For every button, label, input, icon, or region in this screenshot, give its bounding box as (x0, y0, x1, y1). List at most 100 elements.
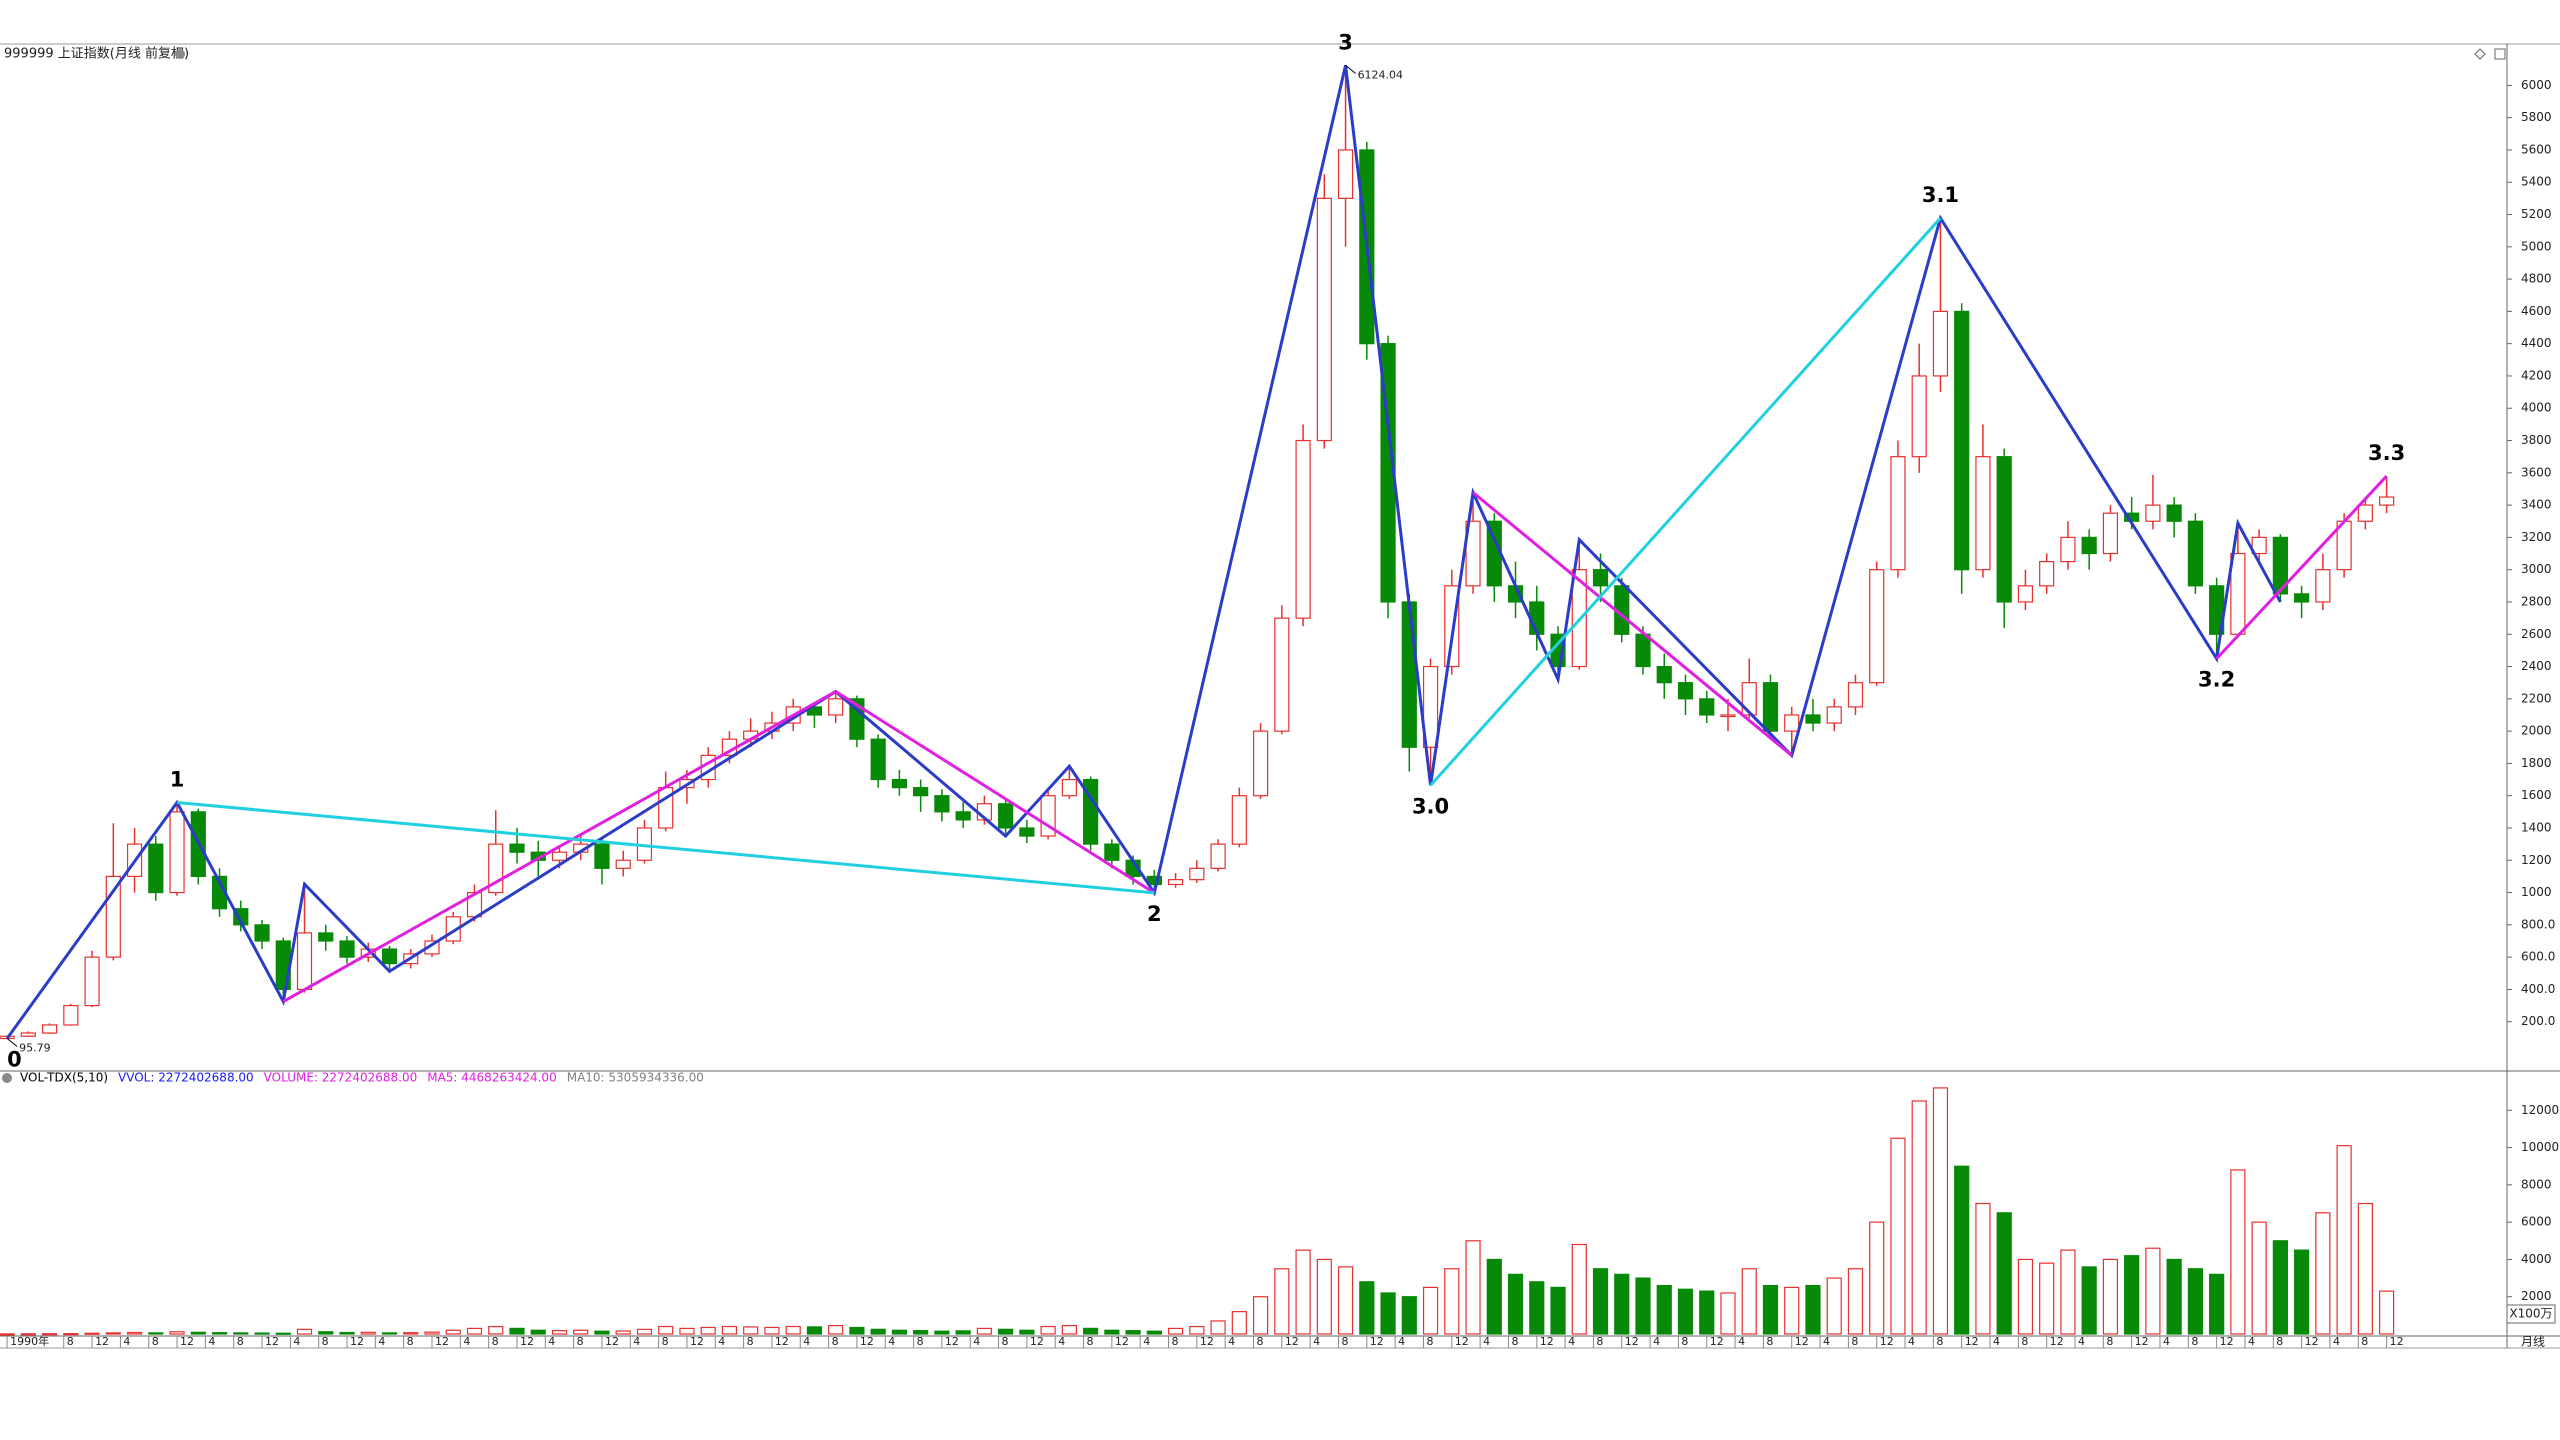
volume-bar (955, 1330, 971, 1335)
close-icon[interactable] (2494, 48, 2506, 60)
volume-bar (2081, 1266, 2097, 1335)
y-tick-label: 5600 (2521, 142, 2552, 156)
volume-bar (275, 1332, 291, 1335)
x-tick-label: 8 (2106, 1335, 2113, 1348)
y-tick-label: 4200 (2521, 368, 2552, 382)
candle-body (2357, 504, 2373, 522)
x-tick-label: 12 (1030, 1335, 1044, 1348)
y-tick-label: 2000 (2521, 1289, 2552, 1303)
x-tick-label: 8 (2191, 1335, 2198, 1348)
volume-bar (1507, 1273, 1524, 1335)
candle-body (934, 795, 950, 813)
candle-body (891, 778, 908, 789)
y-tick-label: 4400 (2521, 336, 2552, 350)
x-tick-label: 4 (378, 1335, 385, 1348)
x-tick-label: 12 (2135, 1335, 2149, 1348)
candle-body (1316, 197, 1332, 442)
candle-body (828, 698, 844, 716)
x-tick-label: 12 (2050, 1335, 2064, 1348)
volume-settings-icon[interactable] (2, 1073, 12, 1083)
x-tick-label: 4 (718, 1335, 725, 1348)
diamond-icon[interactable] (2474, 48, 2486, 60)
volume-bar (2315, 1212, 2331, 1335)
volume-bar (2060, 1249, 2076, 1335)
volume-bar (743, 1326, 759, 1335)
candle-body (1932, 310, 1949, 377)
wave-label: 3.2 (2198, 668, 2235, 692)
x-tick-label: 12 (605, 1335, 619, 1348)
volume-bar (1741, 1268, 1757, 1335)
volume-bar (828, 1325, 844, 1335)
candle-body (1677, 682, 1694, 700)
x-tick-label: 12 (435, 1335, 449, 1348)
x-tick-label: 12 (1795, 1335, 1809, 1348)
y-tick-label: 3600 (2521, 465, 2552, 479)
volume-bar (1210, 1320, 1226, 1335)
settings-icon[interactable] (175, 49, 185, 59)
x-tick-label: 12 (1965, 1335, 1979, 1348)
candle-body (381, 948, 398, 965)
volume-bar (1274, 1268, 1290, 1335)
x-tick-label: 12 (1880, 1335, 1894, 1348)
wave-label: 3 (1338, 30, 1353, 54)
x-tick-label: 4 (1823, 1335, 1830, 1348)
volume-bar (84, 1332, 100, 1335)
y-tick-label: 3800 (2521, 433, 2552, 447)
annotation: 95.79 (19, 1042, 51, 1055)
x-tick-label: 12 (1285, 1335, 1299, 1348)
volume-bar (1911, 1100, 1927, 1335)
y-tick-label: 3200 (2521, 530, 2552, 544)
volume-bar (126, 1331, 143, 1335)
x-tick-label: 12 (690, 1335, 704, 1348)
x-tick-label: 8 (1087, 1335, 1094, 1348)
volume-bar (891, 1329, 908, 1335)
x-tick-label: 4 (2333, 1335, 2340, 1348)
y-tick-label: 3000 (2521, 562, 2552, 576)
x-tick-label: 12 (1455, 1335, 1469, 1348)
volume-bar (1422, 1286, 1439, 1335)
volume-header: MA10: 5305934336.00 (567, 1071, 704, 1085)
volume-bar (1146, 1330, 1162, 1335)
x-tick-label: 4 (548, 1335, 555, 1348)
volume-bar (63, 1333, 79, 1336)
volume-bar (0, 1333, 15, 1336)
volume-bar (1083, 1327, 1099, 1335)
volume-bar (2039, 1262, 2055, 1335)
x-tick-label: 12 (180, 1335, 194, 1348)
x-tick-label: 12 (1115, 1335, 1129, 1348)
y-tick-label: 1000 (2521, 885, 2552, 899)
wave-line (1429, 217, 1942, 787)
volume-bar (339, 1331, 355, 1335)
volume-bar (1826, 1277, 1842, 1335)
y-tick-label: 1800 (2521, 756, 2552, 770)
y-tick-label: 4600 (2521, 304, 2552, 318)
volume-bar (1571, 1243, 1587, 1335)
candle-body (148, 843, 164, 894)
x-tick-label: 8 (1681, 1335, 1688, 1348)
candle-body (1975, 456, 1991, 571)
volume-header: VOLUME: 2272402688.00 (264, 1071, 418, 1085)
wave-line (2215, 475, 2388, 660)
x-tick-label: 4 (293, 1335, 300, 1348)
x-tick-label: 4 (1143, 1335, 1150, 1348)
x-tick-label: 4 (1058, 1335, 1065, 1348)
y-tick-label: 12000 (2521, 1103, 2559, 1117)
y-tick-label: 6000 (2521, 1215, 2552, 1229)
y-tick-label: 1600 (2521, 788, 2552, 802)
x-tick-label: 4 (1908, 1335, 1915, 1348)
volume-bar (615, 1330, 631, 1335)
wave-label: 1 (170, 767, 185, 791)
wave-label: 0 (7, 1048, 22, 1072)
volume-bar (211, 1332, 228, 1335)
volume-bar (488, 1325, 504, 1335)
volume-bar (1614, 1273, 1630, 1335)
volume-bar (2187, 1268, 2203, 1335)
period-label: 月线 (2521, 1335, 2545, 1349)
y-tick-label: 6000 (2521, 78, 2552, 92)
volume-bar (870, 1328, 886, 1335)
volume-bar (998, 1328, 1014, 1335)
volume-bar (403, 1332, 419, 1335)
candle-body (1252, 730, 1269, 797)
volume-bar (2230, 1169, 2246, 1335)
candle-body (1741, 682, 1757, 716)
